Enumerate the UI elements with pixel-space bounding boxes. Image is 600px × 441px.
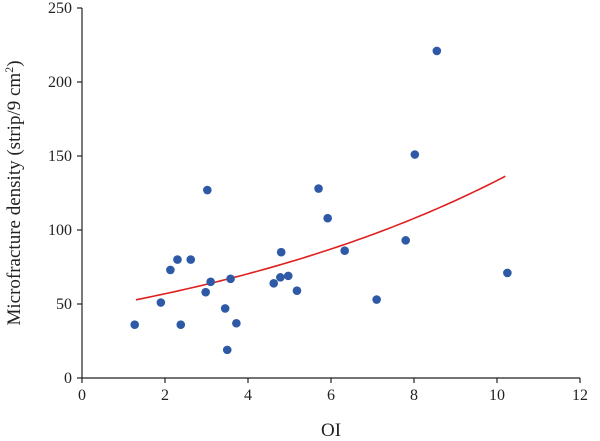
data-point (173, 255, 182, 264)
x-tick-label: 6 (327, 387, 335, 404)
data-point (314, 184, 323, 193)
fit-curve (135, 175, 506, 301)
y-tick-label: 100 (48, 222, 72, 239)
data-point (186, 255, 196, 264)
y-axis-title-superscript: 2 (2, 67, 16, 73)
data-point (269, 278, 279, 288)
data-point (283, 271, 293, 281)
y-axis-title-main: Microfracture density (strip/9 cm (4, 73, 25, 326)
x-ticks: 0 2 4 6 8 10 12 (78, 378, 588, 404)
data-point (401, 236, 411, 245)
data-point (432, 46, 442, 56)
data-point (323, 213, 332, 223)
y-tick-label: 200 (48, 74, 72, 91)
data-point (220, 304, 230, 313)
data-point (166, 265, 175, 275)
data-point (340, 246, 349, 256)
data-points (130, 46, 512, 355)
y-tick-label: 0 (64, 370, 72, 387)
data-point (130, 320, 140, 330)
x-tick-label: 12 (572, 387, 588, 404)
data-point (206, 277, 215, 287)
data-point (232, 318, 241, 328)
data-point (176, 320, 186, 330)
x-tick-label: 2 (161, 387, 169, 404)
x-tick-label: 0 (78, 387, 86, 404)
data-point (226, 274, 235, 284)
axes (81, 8, 580, 379)
x-tick-label: 4 (244, 387, 252, 404)
data-point (292, 286, 302, 295)
x-axis-title: OI (321, 420, 341, 441)
data-point (203, 185, 212, 195)
data-point (156, 298, 166, 307)
y-tick-label: 50 (56, 296, 72, 313)
data-point (372, 295, 381, 304)
data-point (201, 287, 210, 297)
y-axis-title-end: ) (4, 60, 25, 66)
data-point (222, 345, 232, 355)
y-tick-label: 150 (48, 148, 72, 165)
data-point (410, 150, 420, 159)
x-tick-label: 10 (489, 387, 505, 404)
data-point (503, 268, 512, 278)
y-ticks: 0 50 100 150 200 250 (48, 0, 82, 387)
data-point (276, 273, 285, 282)
y-tick-label: 250 (48, 0, 72, 17)
data-point (276, 247, 286, 257)
x-tick-label: 8 (410, 387, 418, 404)
y-axis-title: Microfracture density (strip/9 cm2) (2, 60, 25, 325)
